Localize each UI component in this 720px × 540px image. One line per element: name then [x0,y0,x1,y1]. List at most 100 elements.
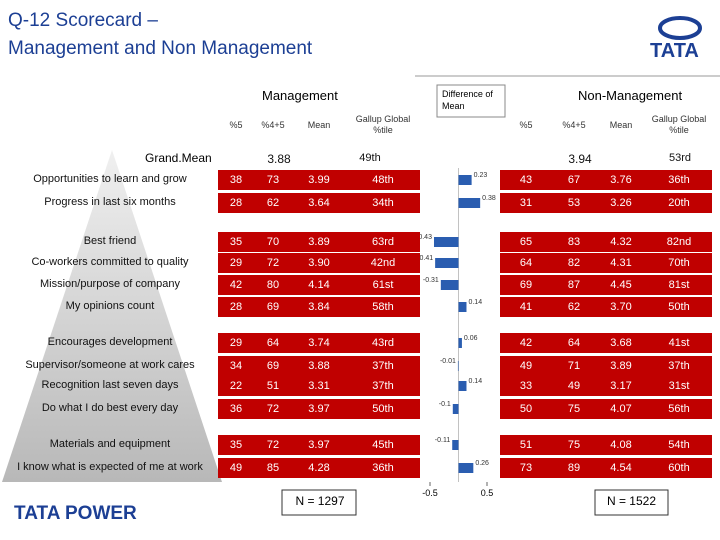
table-cell: 45th [372,439,394,451]
table-cell: 4.07 [610,403,632,415]
table-cell: 28 [229,301,243,313]
table-cell: 43rd [371,337,395,349]
row-label: Progress in last six months [44,196,176,208]
table-cell: 67 [567,174,581,186]
value-label: -0.11 [435,437,451,444]
bar [458,463,474,473]
row-label: Co-workers committed to quality [31,256,189,268]
row-band [500,399,712,419]
table-cell: 4.28 [308,462,330,474]
grand-mean: 3.94 [568,152,592,166]
row-label: Opportunities to learn and grow [33,173,187,185]
value-label: 0.38 [482,195,496,202]
table-cell: 54th [668,439,690,451]
value-label: 0.14 [468,299,482,306]
row-band [500,232,712,252]
row-band [218,333,420,353]
table-cell: 89 [567,462,581,474]
column-header: %4+5 [562,120,586,130]
table-cell: 3.31 [308,380,330,392]
x-tick-label: -0.5 [422,488,438,498]
table-cell: 34 [229,360,243,372]
title: Management and Non Management [8,38,313,59]
bar [452,440,459,450]
n-label: N = 1522 [606,494,657,508]
bar [458,175,472,185]
row-band [500,333,712,353]
table-cell: 36th [372,462,394,474]
table-cell: 3.64 [308,197,330,209]
table-cell: 42 [519,337,533,349]
row-band [500,458,712,478]
table-cell: 60th [668,462,690,474]
row-band [218,193,420,213]
row-label: Mission/purpose of company [39,278,180,290]
table-cell: 4.08 [610,439,632,451]
grand-mean: 53rd [668,152,692,164]
table-cell: 75 [567,439,581,451]
value-label: 0.14 [468,378,482,385]
table-cell: 50 [519,403,533,415]
table-cell: 42nd [370,257,396,269]
row-band [500,170,712,190]
table-cell: 70 [266,236,280,248]
table-cell: 41 [519,301,533,313]
pyramid [2,150,222,482]
table-cell: 34th [372,197,394,209]
value-label: -0.43 [416,234,432,241]
table-cell: 51 [519,439,533,451]
table-cell: 72 [266,439,280,451]
table-cell: 33 [519,380,533,392]
table-cell: 3.17 [610,380,632,392]
table-cell: 3.89 [610,360,632,372]
table-cell: 35 [229,236,243,248]
bar [433,237,459,247]
bar [458,198,481,208]
column-header: Gallup Global %tile [651,114,707,135]
row-band [500,435,712,455]
value-label: -0.41 [417,255,433,262]
n-box [281,489,357,516]
table-cell: 36th [668,174,690,186]
column-header: Gallup Global %tile [355,114,411,135]
table-cell: 42 [229,279,243,291]
table-cell: 61st [372,279,394,291]
table-cell: 69 [266,301,280,313]
table-cell: 50th [372,403,394,415]
group-label: Difference of Mean [442,89,493,111]
table-cell: 38 [229,174,243,186]
table-cell: 3.99 [308,174,330,186]
row-label: My opinions count [65,300,155,312]
row-label: Encourages development [47,336,173,348]
row-band [218,297,420,317]
table-cell: 3.76 [610,174,632,186]
value-label: -0.01 [440,358,456,365]
row-band [218,399,420,419]
table-cell: 49 [519,360,533,372]
footer-logo: TATA POWER [14,503,137,524]
table-cell: 29 [229,257,243,269]
value-label: -0.1 [439,401,451,408]
table-cell: 83 [567,236,581,248]
table-cell: 87 [567,279,581,291]
row-band [218,435,420,455]
row-band [500,297,712,317]
table-cell: 62 [567,301,581,313]
table-cell: 37th [372,360,394,372]
table-cell: 3.74 [308,337,330,349]
bar [458,302,467,312]
table-cell: 37th [668,360,690,372]
table-cell: 72 [266,403,280,415]
table-cell: 3.97 [308,439,330,451]
table-cell: 73 [519,462,533,474]
table-cell: 71 [567,360,581,372]
bar [458,338,462,348]
row-label: Recognition last seven days [41,379,179,391]
table-cell: 56th [668,403,690,415]
table-cell: 81st [668,279,690,291]
table-cell: 62 [266,197,280,209]
bar [435,258,459,268]
logo-mark [658,16,702,40]
table-cell: 82nd [666,236,692,248]
